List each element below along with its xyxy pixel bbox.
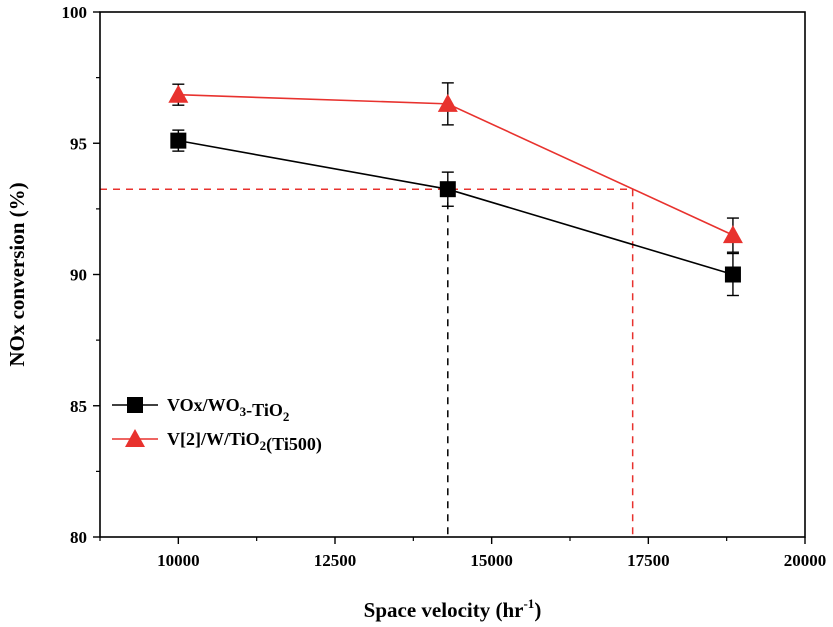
series-1: [170, 129, 741, 297]
axis-ticks: [93, 11, 806, 544]
x-tick-label: 17500: [627, 551, 670, 570]
x-tick-label: 15000: [470, 551, 513, 570]
legend-marker: [127, 397, 143, 413]
series-line: [178, 139, 734, 276]
reference-lines: [100, 188, 634, 537]
legend-label-part: 2: [260, 438, 267, 453]
data-point: [437, 93, 458, 112]
x-tick-label: 12500: [314, 551, 357, 570]
legend-label-part: (Ti500): [266, 434, 322, 455]
x-axis-title: Space velocity (hr-1): [364, 596, 542, 622]
data-point: [722, 225, 743, 244]
x-axis-title-superscript: -1: [523, 596, 534, 611]
legend-marker: [125, 429, 145, 447]
data-point: [168, 84, 189, 103]
y-tick-label: 95: [70, 134, 87, 153]
legend-label-part: VOx/WO: [167, 395, 240, 415]
data-point: [170, 132, 187, 149]
data-point: [724, 266, 741, 283]
series-layer: [168, 82, 743, 297]
x-tick-label: 20000: [784, 551, 827, 570]
legend-label-part: 3: [240, 404, 247, 419]
series-2: [168, 82, 743, 253]
series-line: [178, 93, 734, 236]
legend-label-part: V[2]/W/TiO: [167, 429, 260, 449]
y-tick-label: 80: [70, 528, 87, 547]
legend-label: V[2]/W/TiO2(Ti500): [167, 429, 322, 455]
x-axis-title-close: ): [534, 598, 541, 622]
x-axis-title-text: Space velocity (hr: [364, 598, 524, 622]
plot-frame: [99, 11, 806, 538]
legend-label-part: -TiO: [246, 400, 283, 420]
y-axis-title: NOx conversion (%): [5, 182, 29, 366]
y-tick-label: 85: [70, 397, 87, 416]
legend-label-part: 2: [283, 409, 290, 424]
axis-tick-labels: 10000 12500 15000 17500 20000 80 85 90 95 100: [62, 3, 827, 570]
y-tick-label: 100: [62, 3, 88, 22]
data-point: [439, 181, 456, 198]
x-tick-label: 10000: [157, 551, 200, 570]
y-tick-label: 90: [70, 266, 87, 285]
legend-label: VOx/WO3-TiO2: [167, 395, 289, 424]
